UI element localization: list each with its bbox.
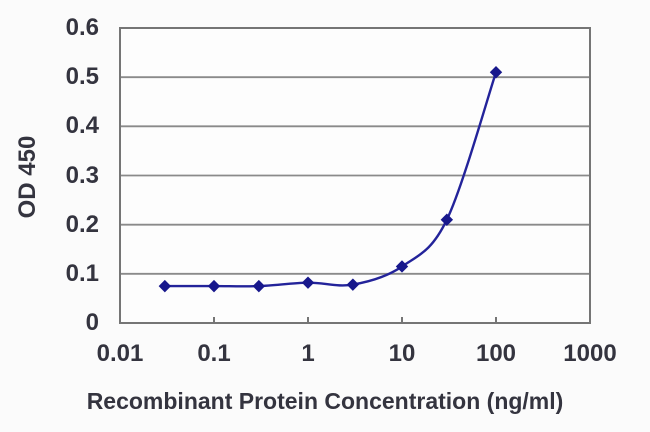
y-tick-label: 0.3 (65, 161, 99, 189)
data-point-marker (489, 66, 503, 79)
y-tick-label: 0.6 (65, 14, 99, 41)
data-point-marker (301, 276, 315, 289)
y-tick-label: 0.1 (65, 259, 99, 287)
y-tick-label: 0.4 (65, 112, 99, 140)
x-tick-label: 10 (388, 340, 416, 367)
data-point-marker (346, 278, 360, 291)
plot-frame (119, 27, 591, 324)
data-point-marker (252, 279, 266, 293)
y-tick-label: 0 (85, 309, 99, 336)
data-point-marker (207, 279, 221, 293)
x-tick-label: 100 (475, 340, 517, 367)
y-tick-label: 0.2 (65, 210, 99, 238)
y-tick-label: 0.5 (65, 63, 99, 91)
series-curve (163, 71, 498, 288)
x-tick-label: 0.01 (96, 340, 144, 367)
data-point-marker (440, 213, 454, 226)
x-tick-label: 1000 (563, 340, 617, 367)
x-tick-label: 0.1 (197, 340, 231, 367)
x-tick-label: 1 (301, 340, 315, 367)
data-point-marker (395, 260, 409, 273)
x-axis-title: Recombinant Protein Concentration (ng/ml… (86, 388, 564, 414)
data-point-marker (158, 279, 172, 293)
